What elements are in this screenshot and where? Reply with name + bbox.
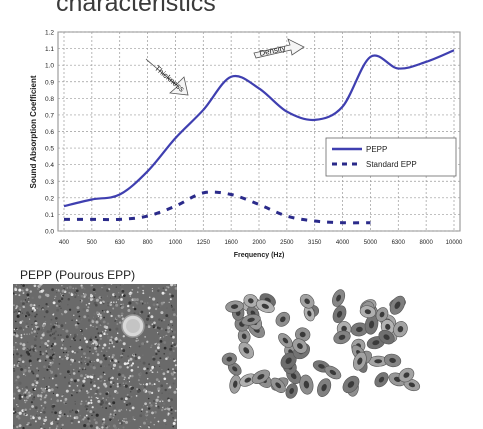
pellet [299,374,314,395]
y-tick-label: 0.3 [45,179,54,186]
pellet [375,307,389,322]
pellet [324,365,342,380]
x-tick-label: 4000 [336,240,350,246]
epp-pellets-photo [183,284,483,429]
y-tick-label: 0.6 [45,129,54,136]
x-tick-label: 1000 [169,240,183,246]
pepp-bead-photo [13,284,177,429]
legend: PEPP Standard EPP [325,137,457,177]
y-tick-label: 0.2 [45,195,54,202]
pellet [398,367,415,383]
y-tick-label: 0.0 [45,229,54,236]
series-line-standard-epp [64,190,371,225]
y-tick-label: 1.1 [45,46,54,53]
pellet [393,321,408,338]
coin-image [121,314,145,338]
x-tick-label: 10000 [446,240,463,246]
y-axis-title: Sound Absorption Coefficient [29,75,38,188]
pellet [378,329,395,345]
x-tick-label: 1600 [224,240,238,246]
pellet [389,295,406,315]
pellet [227,362,242,376]
y-tick-label: 1.2 [45,30,54,37]
pellet [295,327,311,342]
y-tick-label: 0.9 [45,79,54,86]
x-axis-title: Frequency (Hz) [234,252,285,259]
y-tick-label: 1.0 [45,63,54,70]
x-tick-label: 2500 [280,240,294,246]
y-tick-label: 0.8 [45,96,54,103]
sound-absorption-chart: 0.0 0.1 0.2 0.3 0.4 0.5 0.6 0.7 0.8 0.9 1.0 1.1 1.2 4… [28,25,473,263]
pellet [292,338,308,354]
x-tick-label: 5000 [364,240,378,246]
legend-pepp-label: PEPP [366,145,387,154]
slide-title: characteristics [56,0,216,17]
pellet [255,299,275,313]
pellet [332,289,346,307]
y-tick-label: 0.7 [45,112,54,119]
x-tick-label: 3150 [308,240,322,246]
pellet [275,311,291,327]
pellet [285,383,298,399]
x-tick-label: 6300 [392,240,406,246]
series-line-pepp [63,49,455,208]
pellet [299,293,315,309]
pellet [352,351,367,371]
pellet [278,333,293,348]
photo-caption: PEPP (Pourous EPP) [20,268,136,282]
x-tick-label: 8000 [419,240,433,246]
pellet [374,372,389,388]
x-tick-label: 800 [143,240,154,246]
legend-standard-epp-label: Standard EPP [366,160,417,169]
x-tick-label: 500 [87,240,98,246]
pellet [317,378,332,397]
pellet [359,305,376,319]
pellet [225,300,244,313]
x-tick-label: 2000 [252,240,266,246]
pellet [238,342,254,359]
pellet [221,352,237,366]
pellet [342,375,360,394]
x-tick-label: 1250 [197,240,211,246]
pellet [403,378,421,392]
pellet [239,373,257,387]
x-tick-label: 400 [59,240,70,246]
pellet [280,352,297,370]
pellet [241,314,261,326]
pellet [332,305,347,323]
pellet [237,328,251,344]
y-tick-label: 0.1 [45,212,54,219]
y-tick-label: 0.5 [45,146,54,153]
pellet [251,369,271,385]
x-tick-label: 630 [115,240,126,246]
pellet [333,330,351,345]
pellet [383,353,402,368]
pellet [270,377,286,393]
y-tick-label: 0.4 [45,162,54,169]
